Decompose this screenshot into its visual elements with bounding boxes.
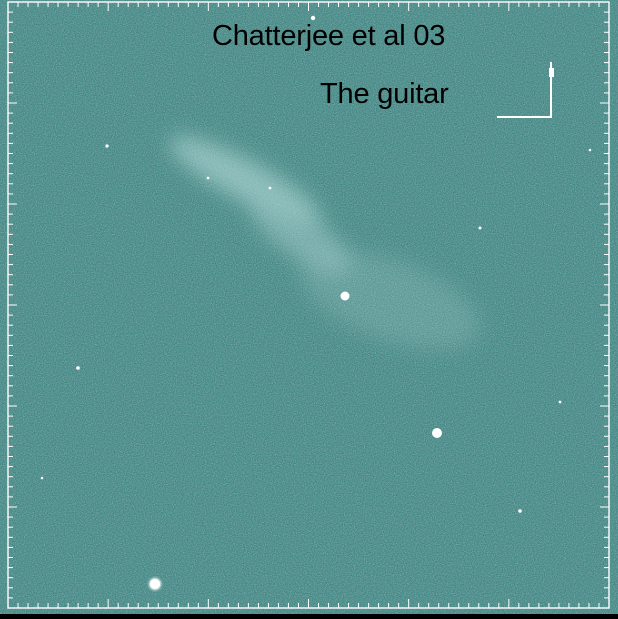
star: [432, 428, 442, 438]
star: [310, 15, 316, 21]
star: [76, 366, 80, 370]
star: [558, 400, 562, 404]
star: [340, 291, 350, 301]
guitar-nebula: [169, 136, 481, 350]
stars: [40, 15, 592, 590]
star: [518, 509, 522, 513]
star: [40, 476, 44, 480]
compass-marker: [497, 62, 554, 118]
star: [268, 186, 272, 190]
star: [478, 226, 482, 230]
star: [206, 176, 210, 180]
axis-ticks: [7, 1, 610, 609]
object-caption: The guitar: [320, 78, 449, 110]
star: [105, 144, 109, 148]
star: [588, 148, 592, 152]
star: [150, 579, 160, 589]
author-caption: Chatterjee et al 03: [212, 20, 446, 52]
